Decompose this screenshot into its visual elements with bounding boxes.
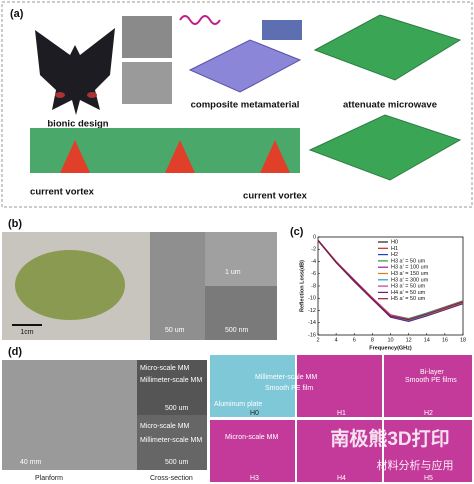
series-line xyxy=(317,240,464,323)
annotation: Millimeter-scale MM xyxy=(140,437,202,444)
moth xyxy=(15,250,125,320)
panel-label: (b) xyxy=(8,218,22,230)
legend-label: H3 a' = 100 um xyxy=(391,265,429,271)
annotation: Micro-scale MM xyxy=(140,423,190,430)
model-h1 xyxy=(297,355,382,417)
scale-bar-label: 40 mm xyxy=(20,459,42,466)
x-tick-label: 14 xyxy=(424,337,430,343)
cross-section-image xyxy=(137,360,207,415)
field-plot xyxy=(313,14,462,81)
caption: Cross-section xyxy=(150,475,193,482)
series-line xyxy=(317,239,464,321)
watermark: 南极熊3D打印 xyxy=(330,427,449,450)
x-tick-label: 2 xyxy=(316,337,319,343)
model-label: H5 xyxy=(424,475,433,482)
y-tick-label: -16 xyxy=(308,332,316,338)
scale-bar-label: 500 nm xyxy=(225,327,249,334)
sem-image xyxy=(150,232,205,340)
y-tick-label: -14 xyxy=(308,320,316,326)
cross-section-image xyxy=(137,415,207,470)
y-tick-label: -2 xyxy=(311,247,316,253)
x-tick-label: 4 xyxy=(335,337,338,343)
y-tick-label: -8 xyxy=(311,283,316,289)
model-h5 xyxy=(384,420,472,482)
annotation: Millimeter-scale MM xyxy=(140,377,202,384)
x-tick-label: 10 xyxy=(387,337,393,343)
caption: attenuate microwave xyxy=(343,100,437,111)
model-label: H2 xyxy=(424,410,433,417)
watermark: 材料分析与应用 xyxy=(377,458,454,472)
butterfly-spot xyxy=(87,92,97,98)
model-label: H3 xyxy=(250,475,259,482)
caption: Planform xyxy=(35,475,63,482)
chart: 0 -2 -4 -6 -8 -10 -12 -14 -162 4 6 8 10 12 14 16 18 Frequ… xyxy=(299,234,466,351)
panel-label: (d) xyxy=(8,346,22,358)
sem-image xyxy=(122,16,172,58)
sem-image xyxy=(205,286,277,340)
vortex-hotspot xyxy=(165,140,195,173)
annotation: Bi-layer xyxy=(420,369,444,376)
scale-bar xyxy=(12,324,42,326)
butterfly-spot xyxy=(55,92,65,98)
y-tick-label: 0 xyxy=(313,234,316,240)
annotation: Micro-scale MM xyxy=(140,365,190,372)
metamaterial-image xyxy=(188,39,302,93)
x-axis-label: Frequency(GHz) xyxy=(369,345,412,351)
scale-bar-label: 1 um xyxy=(225,269,241,276)
caption: current vortex xyxy=(243,191,308,202)
caption: composite metamaterial xyxy=(191,100,300,111)
scale-bar-label: 500 um xyxy=(165,405,189,412)
metamaterial-inset xyxy=(262,20,302,40)
legend-label: H0 xyxy=(391,239,398,245)
legend-label: H2 xyxy=(391,252,398,258)
model-h0 xyxy=(210,355,295,417)
y-axis-label: Reflection Loss(dB) xyxy=(299,260,305,312)
annotation: Micron-scale MM xyxy=(225,434,278,441)
model-h2 xyxy=(384,355,472,417)
panel-label: (c) xyxy=(290,226,304,238)
annotation: Smooth PE film xyxy=(265,385,313,392)
legend-label: H4 a' = 50 um xyxy=(391,290,426,296)
sem-image xyxy=(205,232,277,286)
caption: current vortex xyxy=(30,187,95,198)
model-label: H4 xyxy=(337,475,346,482)
x-tick-label: 6 xyxy=(353,337,356,343)
planform-image xyxy=(2,360,137,470)
legend-label: H3 a' = 300 um xyxy=(391,277,429,283)
legend-label: H3 a' = 150 um xyxy=(391,271,429,277)
y-tick-label: -6 xyxy=(311,271,316,277)
annotation: Smooth PE films xyxy=(405,377,457,384)
scale-bar-label: 500 um xyxy=(165,459,189,466)
x-tick-label: 8 xyxy=(371,337,374,343)
caption: bionic design xyxy=(47,119,108,130)
model-h4 xyxy=(297,420,382,482)
sem-image xyxy=(122,62,172,104)
model-h3 xyxy=(210,420,295,482)
legend-label: H1 xyxy=(391,246,398,252)
y-tick-label: -4 xyxy=(311,259,316,265)
vortex-hotspot xyxy=(260,140,290,173)
legend-label: H3 a' = 50 um xyxy=(391,284,426,290)
field-plot xyxy=(308,114,462,181)
annotation: Aluminum plate xyxy=(214,401,262,408)
annotation: Millimeter-scale MM xyxy=(255,374,317,381)
x-tick-label: 16 xyxy=(442,337,448,343)
panel-label: (a) xyxy=(10,8,24,20)
scale-bar-label: 1cm xyxy=(20,329,33,336)
y-tick-label: -10 xyxy=(308,296,316,302)
legend-label: H5 a' = 50 um xyxy=(391,296,426,302)
y-tick-label: -12 xyxy=(308,308,316,314)
scale-bar-label: 50 um xyxy=(165,327,185,334)
x-tick-label: 12 xyxy=(406,337,412,343)
legend-label: H3 a' = 50 um xyxy=(391,258,426,264)
wave-icon xyxy=(179,15,221,25)
x-tick-label: 18 xyxy=(460,337,466,343)
model-label: H1 xyxy=(337,410,346,417)
vortex-hotspot xyxy=(60,140,90,173)
model-label: H0 xyxy=(250,410,259,417)
